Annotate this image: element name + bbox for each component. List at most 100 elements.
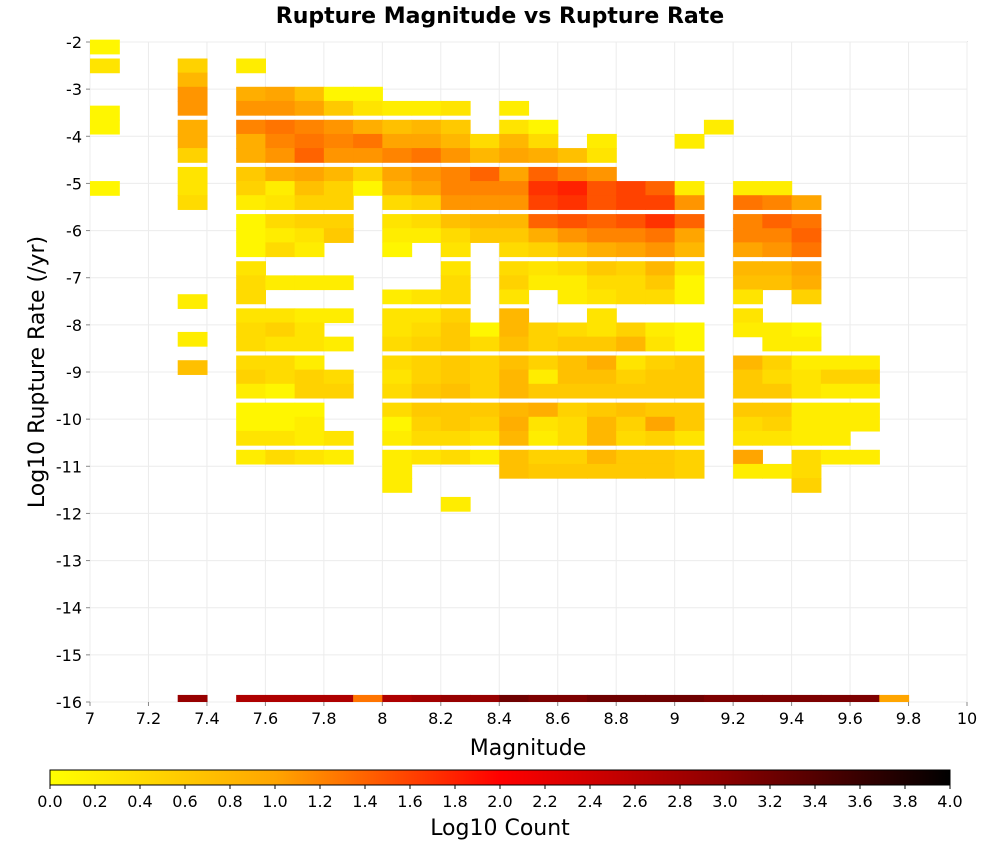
heatmap-cell-bottom: [791, 694, 822, 702]
heatmap-cell: [820, 402, 851, 418]
heatmap-cell: [411, 100, 442, 116]
heatmap-cell: [499, 430, 530, 446]
heatmap-cell: [236, 242, 266, 258]
heatmap-cell: [323, 100, 354, 116]
heatmap-cell: [762, 322, 793, 338]
heatmap-cell: [733, 181, 763, 196]
heatmap-cell: [499, 355, 530, 371]
heatmap-cell: [791, 430, 822, 446]
heatmap-cell: [645, 369, 676, 385]
heatmap-cell-bottom: [382, 694, 413, 702]
heatmap-cell: [499, 463, 530, 479]
heatmap-cell: [820, 383, 851, 399]
heatmap-cell: [382, 242, 413, 258]
heatmap-cell: [645, 289, 676, 305]
heatmap-cell: [265, 322, 296, 338]
heatmap-cell: [528, 261, 559, 276]
x-tick-label: 8.2: [428, 709, 453, 728]
heatmap-cell: [294, 195, 325, 210]
heatmap-cell: [411, 449, 442, 465]
heatmap-cell: [586, 308, 617, 324]
heatmap-cell: [733, 242, 763, 258]
x-tick-label: 8.6: [545, 709, 570, 728]
heatmap-cell: [499, 100, 530, 116]
colorbar-tick-label: 0.4: [127, 792, 152, 811]
heatmap-cell: [762, 355, 793, 371]
heatmap-cell: [294, 181, 325, 196]
heatmap-cell: [90, 181, 120, 196]
y-tick-label: -16: [56, 693, 82, 712]
heatmap-cell: [440, 148, 471, 163]
heatmap-cell: [616, 336, 647, 352]
heatmap-cell: [440, 289, 471, 305]
heatmap-cell: [586, 242, 617, 258]
heatmap-cell: [382, 181, 413, 196]
heatmap-cell: [382, 100, 413, 116]
heatmap-cell: [528, 336, 559, 352]
heatmap-cell: [440, 242, 471, 258]
heatmap-cell: [674, 416, 705, 432]
heatmap-cell: [557, 261, 588, 276]
heatmap-cell: [674, 336, 705, 352]
heatmap-cell: [528, 383, 559, 399]
heatmap-cell: [499, 275, 530, 291]
heatmap-cell: [265, 275, 296, 291]
heatmap-cell: [323, 195, 354, 210]
heatmap-cell: [353, 133, 383, 149]
heatmap-cell-bottom: [265, 694, 296, 702]
heatmap-cell: [265, 100, 296, 116]
heatmap-cell: [616, 275, 647, 291]
heatmap-cell: [440, 336, 471, 352]
heatmap-cell: [294, 308, 325, 324]
y-tick-label: -13: [56, 552, 82, 571]
heatmap-cell: [323, 308, 354, 324]
heatmap-cell: [265, 195, 296, 210]
heatmap-cell: [382, 402, 413, 418]
heatmap-cell: [440, 195, 471, 210]
heatmap-cell-bottom: [586, 694, 617, 702]
heatmap-cell: [440, 322, 471, 338]
x-axis-ticks: 7 7.2 7.4 7.6 7.8 8 8.2 8.4 8.6 8.8 9 9.2 9.4 9.6 9.8 1…: [85, 702, 977, 728]
heatmap-cell: [353, 181, 383, 196]
heatmap-cell: [586, 195, 617, 210]
heatmap-cell: [674, 214, 705, 229]
heatmap-cell: [236, 100, 266, 116]
heatmap-cell: [791, 449, 822, 465]
heatmap-cell-bottom: [645, 694, 676, 702]
heatmap-cell: [586, 275, 617, 291]
heatmap-cell: [528, 275, 559, 291]
heatmap-cell: [645, 228, 676, 243]
heatmap-cell: [528, 402, 559, 418]
heatmap-cell: [294, 402, 325, 418]
heatmap-cell: [440, 355, 471, 371]
heatmap-cell: [499, 119, 530, 135]
heatmap-cell: [528, 133, 559, 149]
heatmap-cell: [557, 181, 588, 196]
heatmap-cell: [850, 416, 880, 432]
colorbar-label: Log10 Count: [430, 816, 570, 841]
heatmap-cell-bottom: [703, 694, 734, 702]
heatmap-cell: [236, 119, 266, 135]
heatmap-cell: [733, 355, 763, 371]
heatmap-cell: [557, 214, 588, 229]
y-tick-label: -9: [66, 363, 82, 382]
x-tick-label: 7.4: [194, 709, 219, 728]
heatmap-cell-bottom: [820, 694, 851, 702]
heatmap-cell: [557, 336, 588, 352]
heatmap-cell: [762, 336, 793, 352]
heatmap-cell: [499, 181, 530, 196]
heatmap-cell: [499, 402, 530, 418]
x-axis-label: Magnitude: [470, 736, 587, 761]
heatmap-cell: [616, 195, 647, 210]
heatmap-cell: [557, 148, 588, 163]
heatmap-cell: [440, 449, 471, 465]
heatmap-cell: [733, 275, 763, 291]
heatmap-cell: [616, 416, 647, 432]
heatmap-cell: [586, 228, 617, 243]
heatmap-cell: [323, 369, 354, 385]
heatmap-cell: [499, 416, 530, 432]
x-tick-label: 10: [957, 709, 977, 728]
heatmap-cell: [762, 416, 793, 432]
heatmap-cell: [762, 383, 793, 399]
heatmap-cell: [265, 214, 296, 229]
